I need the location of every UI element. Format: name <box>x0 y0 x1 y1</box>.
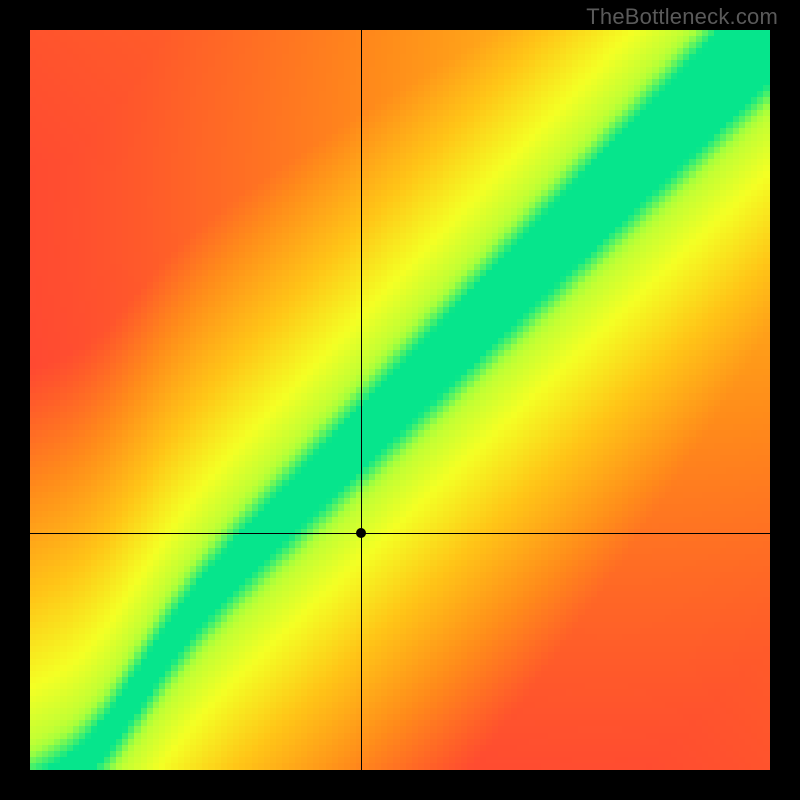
crosshair-horizontal <box>30 533 770 534</box>
crosshair-vertical <box>361 30 362 770</box>
heatmap-canvas <box>30 30 770 770</box>
heatmap-plot-area <box>30 30 770 770</box>
watermark-text: TheBottleneck.com <box>586 4 778 30</box>
crosshair-marker <box>356 528 366 538</box>
